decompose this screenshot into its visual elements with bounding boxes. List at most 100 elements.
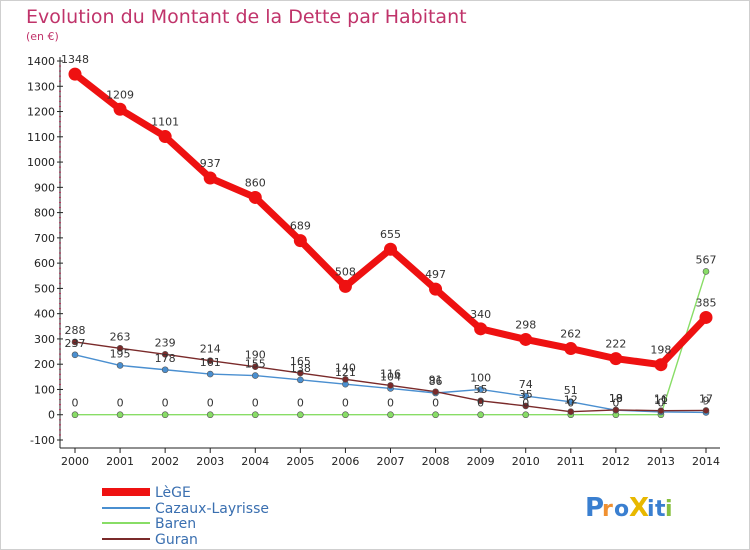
data-label: 937	[200, 157, 221, 170]
x-tick-label: 2004	[241, 455, 269, 468]
y-tick-label: 1200	[27, 106, 55, 119]
data-point	[654, 358, 668, 372]
data-point	[71, 338, 79, 346]
x-tick-label: 2014	[692, 455, 720, 468]
data-point	[387, 382, 394, 389]
data-point	[477, 411, 484, 419]
y-tick-label: -100	[30, 434, 55, 447]
data-label: 18	[609, 392, 623, 405]
data-point	[297, 376, 304, 384]
data-label: 0	[252, 397, 259, 410]
data-label: 16	[654, 393, 668, 406]
data-point	[612, 406, 620, 414]
x-tick-label: 2013	[647, 455, 675, 468]
data-point	[293, 234, 307, 248]
data-point	[564, 342, 578, 356]
y-tick-label: 500	[34, 282, 55, 295]
data-point	[609, 352, 623, 366]
data-point	[522, 392, 530, 400]
data-point	[71, 351, 79, 359]
data-label: 9	[703, 394, 710, 407]
data-point	[702, 407, 710, 414]
y-tick-label: 1400	[27, 55, 55, 68]
y-tick-label: 1300	[27, 80, 55, 93]
data-point	[342, 411, 349, 419]
data-point	[116, 362, 124, 369]
data-point	[297, 369, 304, 377]
data-point	[251, 363, 259, 371]
data-point	[432, 411, 439, 419]
data-label: 288	[65, 324, 86, 337]
data-point	[342, 376, 349, 383]
axes: -100010020030040050060070080090010001100…	[27, 55, 720, 468]
data-label: 497	[425, 268, 446, 281]
data-label: 567	[696, 253, 717, 266]
data-label: 138	[290, 362, 311, 375]
data-point	[699, 310, 713, 324]
data-point	[161, 351, 169, 358]
legend-label: Cazaux-Layrisse	[155, 501, 269, 517]
x-tick-label: 2006	[331, 455, 359, 468]
data-label: 340	[470, 308, 491, 321]
legend-label: LèGE	[155, 485, 191, 501]
data-label: 860	[245, 176, 266, 189]
x-tick-label: 2010	[512, 455, 540, 468]
data-label: 689	[290, 220, 311, 233]
data-label: 0	[657, 397, 664, 410]
data-point	[203, 171, 217, 185]
data-point	[519, 332, 533, 346]
data-label: 35	[519, 388, 533, 401]
y-tick-label: 800	[34, 207, 55, 220]
x-tick-label: 2002	[151, 455, 179, 468]
y-tick-label: 700	[34, 232, 55, 245]
x-tick-label: 2011	[557, 455, 585, 468]
data-point	[116, 411, 124, 419]
proxiti-logo: Pr o Xi t i	[585, 493, 673, 523]
x-tick-label: 2007	[377, 455, 405, 468]
data-point	[429, 282, 443, 296]
data-label: 12	[564, 394, 578, 407]
data-label: 100	[470, 371, 491, 384]
logo-letter: t	[655, 497, 666, 522]
data-point	[206, 370, 214, 378]
data-point	[116, 344, 124, 352]
data-label: 91	[429, 374, 443, 387]
data-label: 262	[560, 328, 581, 341]
data-label: 1209	[106, 88, 134, 101]
data-label: 190	[245, 349, 266, 362]
data-label: 239	[155, 336, 176, 349]
data-label: 104	[380, 370, 401, 383]
data-label: 0	[72, 397, 79, 410]
data-label: 195	[110, 347, 131, 360]
data-label: 51	[564, 384, 578, 397]
data-point	[251, 372, 259, 379]
data-point	[251, 411, 259, 419]
data-label: 0	[567, 397, 574, 410]
legend-label: Baren	[155, 516, 196, 532]
data-point	[158, 130, 172, 144]
data-point	[657, 407, 665, 414]
x-tick-label: 2003	[196, 455, 224, 468]
data-label: 0	[612, 397, 619, 410]
y-tick-label: 100	[34, 383, 55, 396]
data-point	[71, 411, 79, 419]
logo-letter: i	[665, 497, 673, 522]
data-point	[338, 279, 352, 293]
data-point	[477, 397, 484, 405]
data-point	[474, 322, 488, 336]
series-layer	[68, 67, 713, 419]
data-label: 655	[380, 228, 401, 241]
data-point	[206, 411, 214, 419]
chart-unit: (en €)	[26, 30, 59, 43]
data-label: 140	[335, 361, 356, 374]
data-label: 178	[155, 352, 176, 365]
logo-letter: r	[602, 497, 613, 522]
data-label: 86	[429, 375, 443, 388]
data-label: 19	[609, 392, 623, 405]
data-point	[567, 398, 575, 406]
data-label: 0	[297, 397, 304, 410]
logo-letter: i	[647, 497, 655, 522]
